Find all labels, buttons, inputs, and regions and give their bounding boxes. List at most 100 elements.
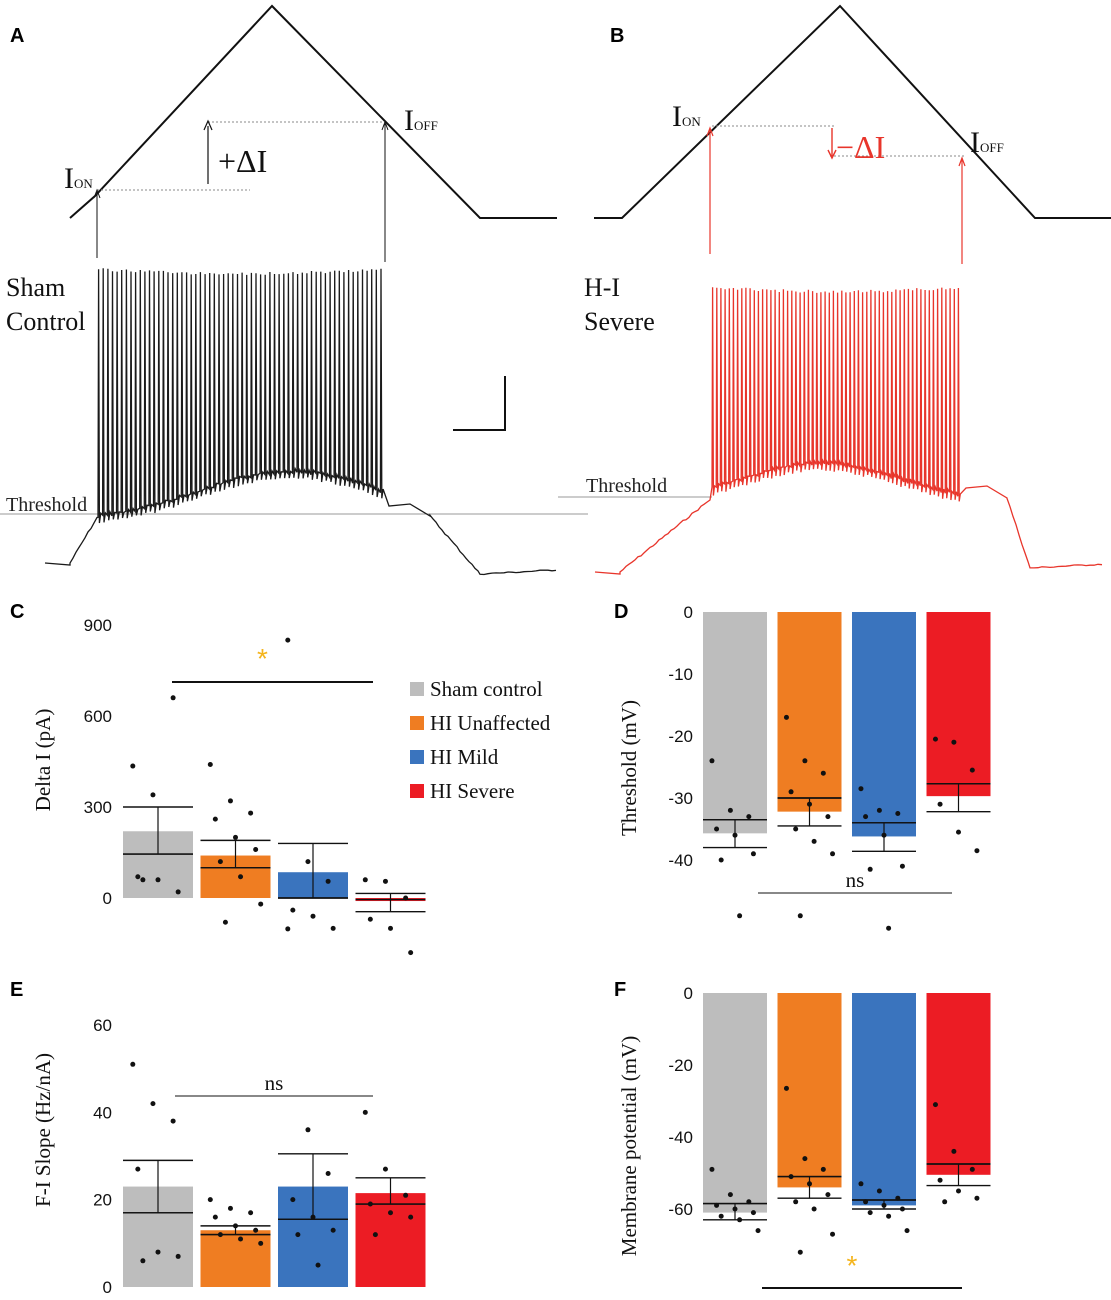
data-point [802,1156,808,1162]
data-point [290,1197,296,1203]
panel-b-current-ramp [594,4,1111,219]
panel-a-scale-bar [453,376,506,431]
panel-a-trace-label-line1: Sham [6,273,65,302]
significance-label: ns [265,1071,284,1095]
data-point [783,714,789,720]
bar-3 [852,612,916,837]
data-point [130,763,136,769]
ytick-label: 900 [84,616,112,635]
data-point [330,925,336,931]
data-point [310,913,316,919]
ytick-label: 20 [93,1191,112,1210]
data-point [951,739,957,745]
panel-b-trace-label-line1: H-I [584,273,620,302]
data-point [895,1195,901,1201]
data-point [942,1199,948,1205]
panel-d-chart: D Threshold (mV) 0 -10 -20 -30 -40 ns [614,601,991,931]
panel-b-ion-arrowhead [706,126,714,137]
data-point [793,1199,799,1205]
bar-3 [852,993,916,1206]
data-point [135,874,141,880]
data-point [858,786,864,792]
data-point [155,877,161,883]
data-point [382,1166,388,1172]
panel-f-ylabel: Membrane potential (mV) [617,1036,641,1256]
panel-a-letter: A [10,25,24,47]
data-point [881,832,887,838]
panel-b-voltage-trace [594,287,1103,575]
data-point [408,950,414,956]
data-point [802,758,808,764]
significance-label: ns [846,868,865,892]
panel-a-current-ramp [69,4,557,219]
data-point [895,811,901,816]
panel-a-ion-label: ION [64,162,93,195]
legend: Sham control HI Unaffected HI Mild HI Sever… [410,677,551,803]
data-point [258,901,264,907]
data-point [825,814,831,820]
legend-swatch [410,716,424,730]
data-point [820,1166,826,1172]
data-point [175,889,181,895]
data-point [285,637,291,643]
panel-b-ioff-label: IOFF [970,126,1004,159]
panel-a-delta-label: +ΔI [218,143,267,179]
ytick-label: -40 [668,1128,693,1147]
panel-e-ylabel: F-I Slope (Hz/nA) [31,1053,55,1207]
panel-a-voltage-trace [44,268,557,576]
data-point [732,832,738,838]
data-point [135,1166,141,1172]
data-point [175,1253,181,1259]
data-point [932,736,938,742]
data-point [315,1262,321,1268]
data-point [709,758,715,764]
ytick-label: -40 [668,851,693,870]
data-point [750,1210,756,1216]
data-point [233,834,238,840]
panel-b-ion-label: ION [672,100,701,133]
data-point [956,1188,961,1194]
data-point [362,877,368,883]
panel-a-threshold-label: Threshold [6,494,87,516]
data-point [362,1109,368,1115]
data-point [737,913,743,919]
data-point [746,1199,752,1205]
data-point [750,851,756,857]
legend-label: HI Unaffected [430,711,551,735]
panel-d-ylabel: Threshold (mV) [617,700,641,836]
data-point [248,1210,254,1216]
data-point [863,814,869,820]
data-point [956,829,961,835]
bar-4 [355,1193,426,1287]
data-point [783,1085,789,1091]
data-point [718,1213,724,1219]
data-point [797,1249,803,1255]
data-point [285,926,291,932]
ytick-label: -10 [668,665,693,684]
data-point [207,1197,213,1203]
bar-4 [926,993,991,1175]
data-point [876,1188,882,1194]
data-point [714,826,720,832]
panel-d-letter: D [614,601,628,623]
data-point [403,1192,409,1198]
data-point [937,801,943,807]
data-point [732,1206,738,1212]
data-point [876,807,882,813]
data-point [727,1192,733,1198]
data-point [737,1217,743,1223]
legend-label: Sham control [430,677,543,701]
data-point [217,1232,223,1238]
data-point [969,1166,975,1172]
data-point [974,848,980,854]
panel-a-delta-arrowhead [203,119,213,131]
ytick-label: 0 [103,1278,112,1297]
ytick-label: 0 [103,889,112,908]
data-point [150,1101,156,1107]
data-point [746,814,752,820]
panel-a: A ION IOFF +ΔI Sham Control Threshold [0,4,588,576]
legend-swatch [410,750,424,764]
legend-swatch [410,682,424,696]
data-point [382,878,388,884]
